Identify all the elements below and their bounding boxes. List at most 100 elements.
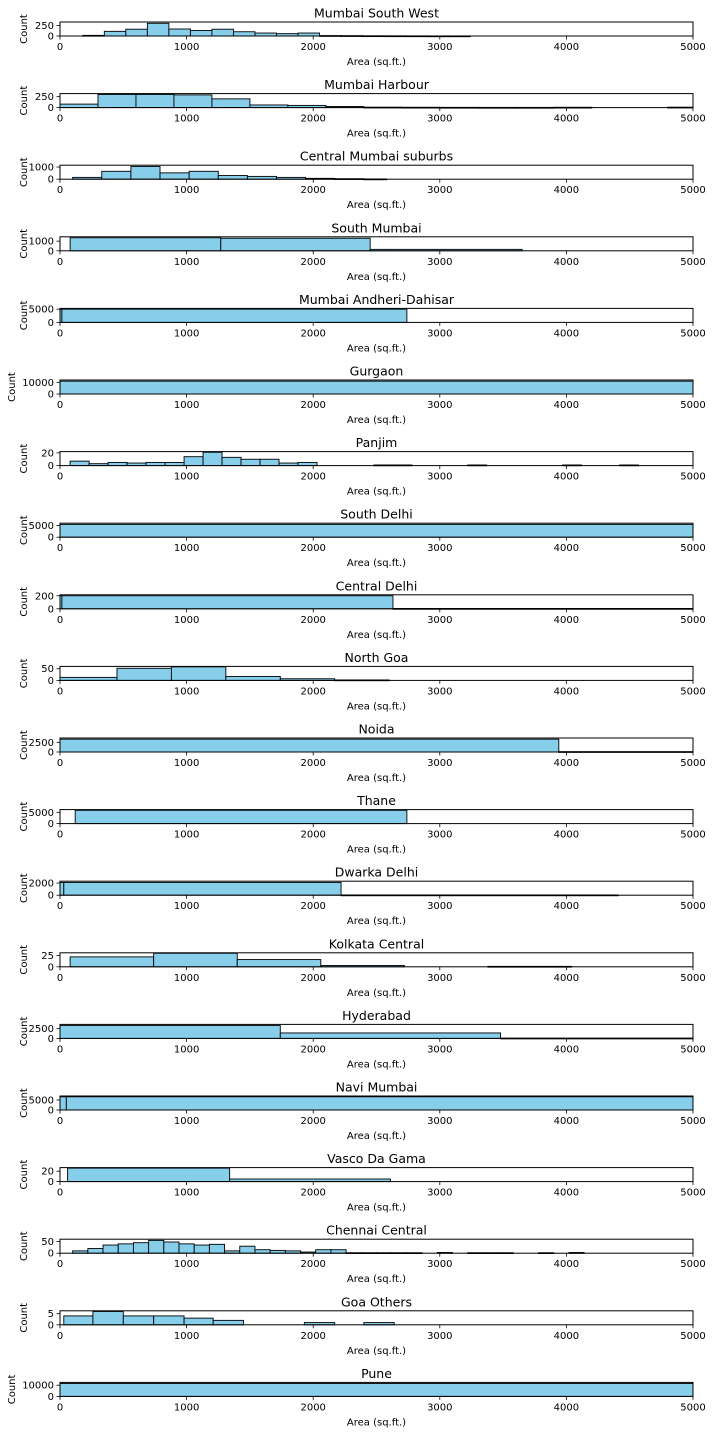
panel-title: Mumbai Andheri-Dahisar: [299, 292, 455, 307]
y-tick-label: 0: [48, 103, 54, 114]
histogram-bar: [193, 1244, 210, 1254]
y-axis-label: Count: [19, 1160, 30, 1190]
x-axis-label: Area (sq.ft.): [347, 57, 406, 68]
histogram-bar: [220, 237, 371, 252]
y-tick-label: 2500: [29, 738, 54, 749]
x-axis-label: Area (sq.ft.): [347, 415, 406, 426]
plot-frame: [59, 1381, 694, 1397]
histogram-bar: [259, 458, 280, 467]
plot-frame: [59, 236, 694, 252]
x-axis-label: Area (sq.ft.): [347, 200, 406, 211]
panel-title: Mumbai South West: [314, 6, 439, 21]
x-tick-label: 4000: [554, 543, 579, 554]
y-tick-label: 50: [41, 1237, 54, 1248]
x-tick-label: 5000: [680, 1259, 705, 1270]
histogram-panel: North Goa 0 1000 2000 3000 4000 5000 050 Area (s…: [19, 650, 706, 713]
y-axis-label: Count: [7, 372, 18, 402]
x-tick-label: 3000: [427, 615, 452, 626]
panel-title: Navi Mumbai: [336, 1080, 418, 1095]
x-tick-label: 0: [57, 472, 63, 483]
x-tick-label: 3000: [427, 328, 452, 339]
plot-frame: [59, 1023, 694, 1039]
x-tick-label: 5000: [680, 686, 705, 697]
x-tick-label: 4000: [554, 615, 579, 626]
histogram-bar: [69, 956, 155, 968]
histogram-bar: [159, 172, 190, 180]
y-axis-label: Count: [19, 444, 30, 474]
histogram-panel: Chennai Central 0 1000 2000 3000 4000 5000 050 A…: [19, 1223, 706, 1286]
histogram-bar: [59, 738, 560, 753]
x-tick-label: 3000: [427, 758, 452, 769]
histogram-bar: [63, 881, 342, 896]
x-tick-label: 1000: [174, 830, 199, 841]
x-tick-label: 4000: [554, 472, 579, 483]
y-tick-label: 1000: [29, 237, 54, 248]
x-tick-label: 3000: [427, 901, 452, 912]
histogram-bar: [240, 458, 261, 467]
panel-title: Central Delhi: [336, 578, 418, 593]
plot-frame: [59, 952, 694, 968]
plot-frame: [59, 594, 694, 610]
x-axis-label: Area (sq.ft.): [347, 916, 406, 927]
histogram-bar: [67, 1167, 231, 1183]
x-tick-label: 1000: [174, 328, 199, 339]
y-tick-label: 0: [48, 32, 54, 43]
x-tick-label: 3000: [427, 1116, 452, 1127]
panel-title: Mumbai Harbour: [324, 77, 430, 92]
y-tick-label: 5000: [29, 305, 54, 316]
y-tick-label: 0: [48, 246, 54, 257]
y-tick-label: 50: [41, 664, 54, 675]
y-axis-label: Count: [19, 86, 30, 116]
x-tick-label: 3000: [427, 1331, 452, 1342]
x-tick-label: 0: [57, 615, 63, 626]
y-tick-label: 0: [48, 962, 54, 973]
x-axis-label: Area (sq.ft.): [347, 1059, 406, 1070]
histogram-panel: Goa Others 0 1000 2000 3000 4000 5000 05 Area (s…: [19, 1294, 706, 1357]
x-tick-label: 1000: [174, 1188, 199, 1199]
histogram-bar: [202, 451, 223, 467]
histogram-bar: [148, 1239, 165, 1254]
y-tick-label: 0: [48, 461, 54, 472]
x-tick-label: 2000: [300, 615, 325, 626]
panel-title: Dwarka Delhi: [335, 865, 418, 880]
x-tick-label: 0: [57, 400, 63, 411]
histogram-bar: [132, 1242, 150, 1254]
x-tick-label: 0: [57, 1259, 63, 1270]
x-axis-label: Area (sq.ft.): [347, 773, 406, 784]
x-tick-label: 2000: [300, 973, 325, 984]
y-tick-label: 0: [48, 676, 54, 687]
x-tick-label: 4000: [554, 830, 579, 841]
x-tick-label: 0: [57, 1044, 63, 1055]
histogram-panel: Central Delhi 0 1000 2000 3000 4000 5000 0 200 Ar…: [19, 578, 706, 641]
y-tick-label: 0: [48, 318, 54, 329]
plot-frame: [59, 307, 694, 323]
y-axis-label: Count: [19, 515, 30, 545]
x-tick-label: 1000: [174, 1402, 199, 1413]
y-axis-label: Count: [19, 873, 30, 903]
y-tick-label: 5000: [29, 808, 54, 819]
histogram-bar: [183, 456, 204, 467]
y-axis-label: Count: [19, 1088, 30, 1118]
x-tick-label: 1000: [174, 1331, 199, 1342]
x-tick-label: 2000: [300, 42, 325, 53]
histogram-bar: [221, 456, 242, 467]
plot-frame: [59, 1095, 694, 1111]
x-tick-label: 2000: [300, 472, 325, 483]
x-tick-label: 0: [57, 686, 63, 697]
x-tick-label: 5000: [680, 185, 705, 196]
x-tick-label: 2000: [300, 901, 325, 912]
x-axis-label: Area (sq.ft.): [347, 630, 406, 641]
x-axis-label: Area (sq.ft.): [347, 272, 406, 283]
x-tick-label: 1000: [174, 257, 199, 268]
x-tick-label: 5000: [680, 257, 705, 268]
x-tick-label: 0: [57, 1402, 63, 1413]
x-tick-label: 2000: [300, 185, 325, 196]
histogram-panel: Mumbai Andheri-Dahisar 0 1000 2000 3000 4000 5…: [19, 292, 706, 355]
x-tick-label: 2000: [300, 543, 325, 554]
panel-title: South Delhi: [340, 507, 413, 522]
histogram-bar: [212, 1319, 245, 1326]
x-tick-label: 0: [57, 543, 63, 554]
